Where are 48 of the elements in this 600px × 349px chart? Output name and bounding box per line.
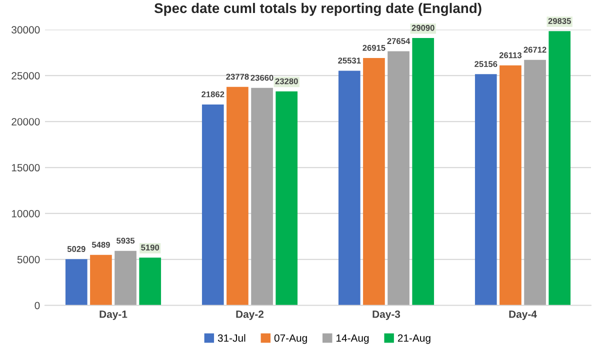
bar <box>524 60 546 306</box>
data-label: 25156 <box>474 61 498 67</box>
bar <box>388 51 410 306</box>
bar <box>202 104 224 306</box>
bar <box>251 88 273 306</box>
bar <box>114 250 136 306</box>
bar <box>90 254 112 306</box>
y-tick-label: 20000 <box>12 118 40 126</box>
bar <box>338 70 360 306</box>
legend-label: 07-Aug <box>274 334 307 344</box>
data-label: 26915 <box>362 44 386 51</box>
bar <box>65 259 88 306</box>
bar <box>548 31 571 306</box>
legend-label: 31-Jul <box>218 334 246 342</box>
legend-label: 21-Aug <box>398 334 430 344</box>
chart-title: Spec date cuml totals by reporting date (England) <box>154 2 482 16</box>
data-label: 5190 <box>141 244 160 250</box>
data-label: 21862 <box>202 91 224 98</box>
data-label: 5029 <box>67 246 86 252</box>
bar <box>276 91 298 306</box>
bar <box>412 38 434 306</box>
x-tick-label: Day-2 <box>236 310 264 320</box>
data-label: 23660 <box>250 74 274 81</box>
bar <box>363 58 385 306</box>
data-label: 5489 <box>92 242 110 248</box>
data-label: 29090 <box>412 24 434 31</box>
y-tick-label: 15000 <box>12 164 40 172</box>
bar <box>139 258 162 306</box>
y-tick-label: 5000 <box>17 256 40 264</box>
data-label: 23280 <box>275 78 298 84</box>
y-tick-label: 30000 <box>12 26 40 34</box>
y-tick-label: 25000 <box>12 72 40 80</box>
x-tick-label: Day-3 <box>372 310 400 320</box>
data-label: 23778 <box>226 74 249 80</box>
y-tick-label: 0 <box>34 302 40 310</box>
x-tick-label: Day-1 <box>100 310 128 320</box>
data-label: 27654 <box>387 38 410 44</box>
data-label: 26712 <box>524 46 546 53</box>
data-label: 25531 <box>338 58 361 64</box>
data-label: 5935 <box>116 238 135 244</box>
data-label: 26113 <box>499 52 522 58</box>
y-tick-label: 10000 <box>12 210 40 218</box>
data-label: 29835 <box>548 18 571 24</box>
legend-label: 14-Aug <box>336 334 369 344</box>
bar <box>474 74 497 306</box>
bar <box>500 65 522 306</box>
bar <box>226 86 248 306</box>
x-tick-label: Day-4 <box>509 310 537 320</box>
